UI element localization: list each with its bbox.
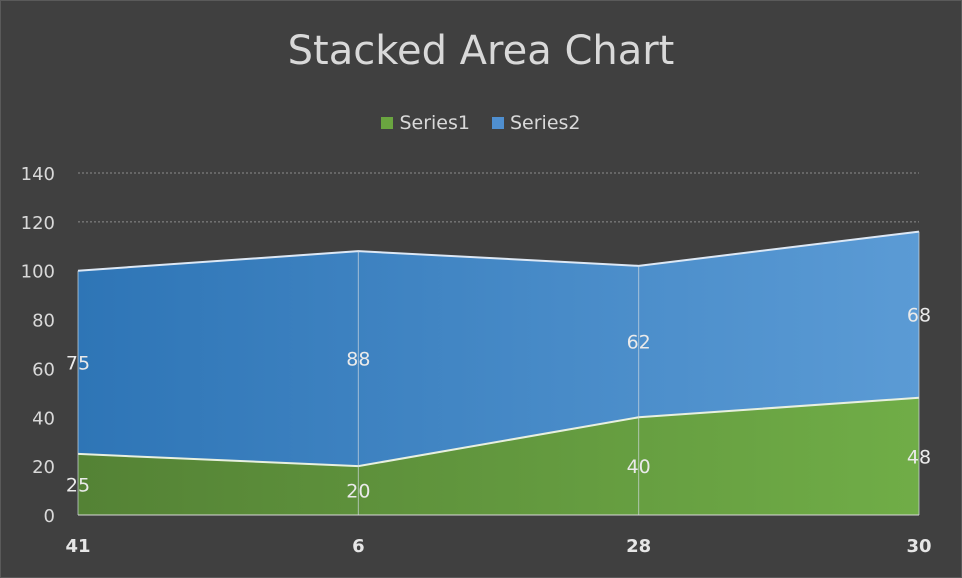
- x-tick-label: 30: [906, 536, 931, 557]
- y-tick-label: 80: [32, 311, 55, 332]
- line-series2: [77, 230, 920, 272]
- y-tick-label: 140: [21, 164, 55, 185]
- data-label-series2: 75: [66, 352, 90, 374]
- legend-item-series2: Series2: [492, 112, 581, 134]
- legend: Series1 Series2: [0, 112, 962, 134]
- legend-label-series1: Series1: [399, 112, 470, 134]
- x-tick-label: 41: [65, 536, 90, 557]
- legend-swatch-series1: [381, 117, 394, 129]
- line-series1: [77, 396, 920, 468]
- y-tick-label: 120: [21, 213, 55, 234]
- data-label-series1: 25: [66, 474, 90, 496]
- y-tick-label: 60: [32, 359, 55, 380]
- x-tick-label: 6: [352, 536, 365, 557]
- y-tick-label: 100: [21, 262, 55, 283]
- area-series2: [78, 231, 919, 467]
- data-label-series2: 88: [346, 349, 370, 371]
- data-label-series2: 62: [627, 332, 651, 354]
- y-tick-label: 0: [44, 506, 55, 527]
- legend-item-series1: Series1: [381, 112, 470, 134]
- chart-title: Stacked Area Chart: [287, 28, 675, 74]
- data-label-series2: 68: [907, 305, 931, 327]
- data-label-series1: 20: [346, 481, 370, 503]
- area-series1: [78, 397, 919, 515]
- x-tick-label: 28: [626, 536, 651, 557]
- legend-label-series2: Series2: [510, 112, 581, 134]
- data-label-series1: 48: [907, 446, 931, 468]
- y-tick-label: 20: [32, 457, 55, 478]
- y-tick-label: 40: [32, 408, 55, 429]
- legend-swatch-series2: [492, 117, 504, 129]
- data-label-series1: 40: [627, 456, 651, 478]
